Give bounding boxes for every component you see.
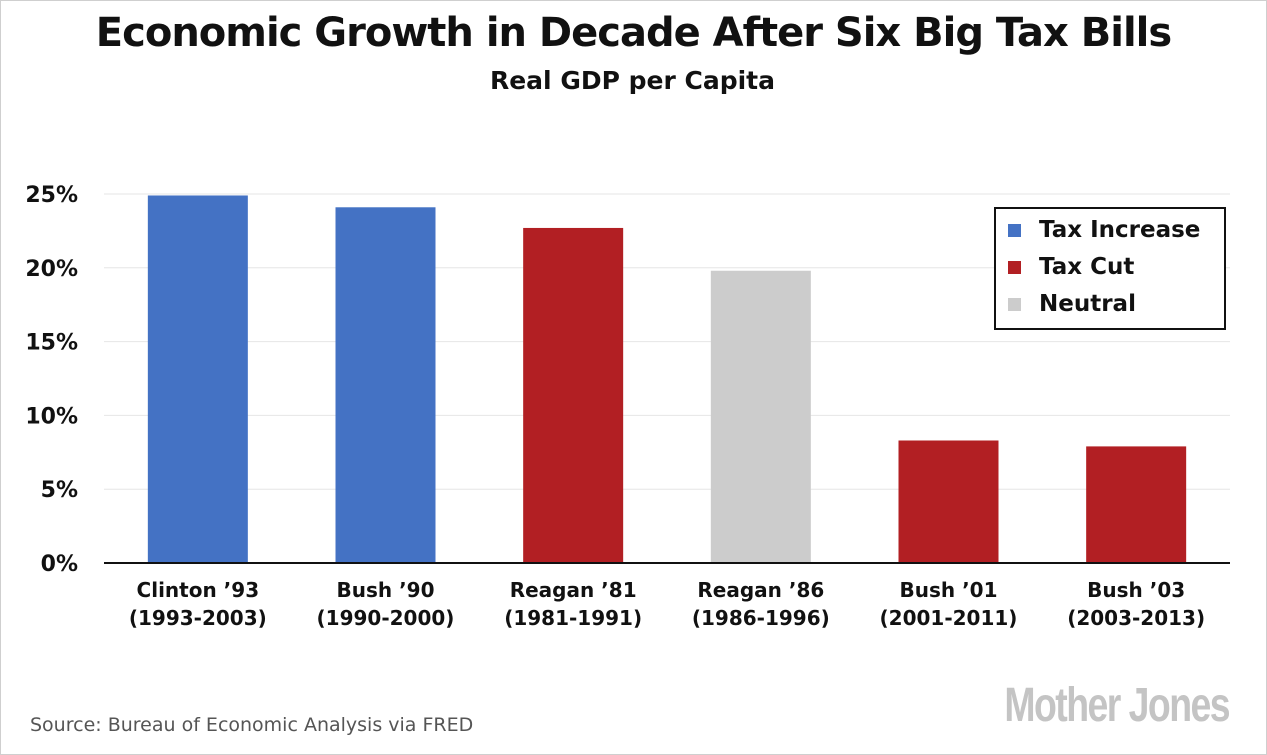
y-tick-label: 10% — [25, 404, 78, 429]
gridlines — [104, 193, 1230, 490]
chart-subtitle: Real GDP per Capita — [489, 66, 776, 95]
x-tick-sublabel: (1993-2003) — [129, 606, 267, 630]
x-tick-sublabel: (1986-1996) — [692, 606, 830, 630]
chart-title: Economic Growth in Decade After Six Big … — [95, 10, 1172, 56]
x-tick-label: Bush ’01 — [899, 578, 997, 602]
legend-label-neutral: Neutral — [1039, 291, 1136, 317]
bar — [147, 195, 248, 563]
axes: 0% 5% 10% 15% 20% 25% Clinton ’93 (1993-2003) Bu… — [25, 183, 1230, 630]
x-tick-label: Clinton ’93 — [137, 578, 260, 602]
legend-swatch-tax-cut — [1008, 260, 1021, 274]
x-tick-label: Bush ’90 — [336, 578, 434, 602]
x-tick-label: Bush ’03 — [1087, 578, 1185, 602]
x-tick-sublabel: (1990-2000) — [317, 606, 455, 630]
y-tick-label: 5% — [41, 478, 78, 503]
legend-label-tax-increase: Tax Increase — [1039, 217, 1201, 243]
y-tick-label: 0% — [41, 552, 78, 577]
source-note: Source: Bureau of Economic Analysis via … — [30, 714, 474, 736]
bars — [147, 195, 1187, 563]
x-tick-sublabel: (2001-2011) — [880, 606, 1018, 630]
x-tick-sublabel: (1981-1991) — [504, 606, 642, 630]
bar — [335, 207, 436, 563]
y-tick-label: 20% — [25, 257, 78, 282]
legend: Tax Increase Tax Cut Neutral — [994, 207, 1226, 330]
bar — [710, 270, 811, 563]
y-tick-label: 25% — [25, 183, 78, 208]
legend-label-tax-cut: Tax Cut — [1039, 254, 1135, 280]
y-tick-label: 15% — [25, 331, 78, 356]
x-tick-sublabel: (2003-2013) — [1067, 606, 1205, 630]
legend-item-neutral: Neutral — [1008, 289, 1136, 319]
bar — [1086, 446, 1187, 563]
legend-swatch-tax-increase — [1008, 223, 1021, 237]
x-tick-label: Reagan ’86 — [697, 578, 824, 602]
x-tick-label: Reagan ’81 — [510, 578, 637, 602]
bar — [898, 440, 999, 563]
legend-item-tax-increase: Tax Increase — [1008, 215, 1200, 245]
legend-item-tax-cut: Tax Cut — [1008, 252, 1134, 282]
publisher-logo: Mother Jones — [1004, 679, 1230, 732]
legend-swatch-neutral — [1008, 297, 1021, 311]
bar — [523, 227, 624, 563]
